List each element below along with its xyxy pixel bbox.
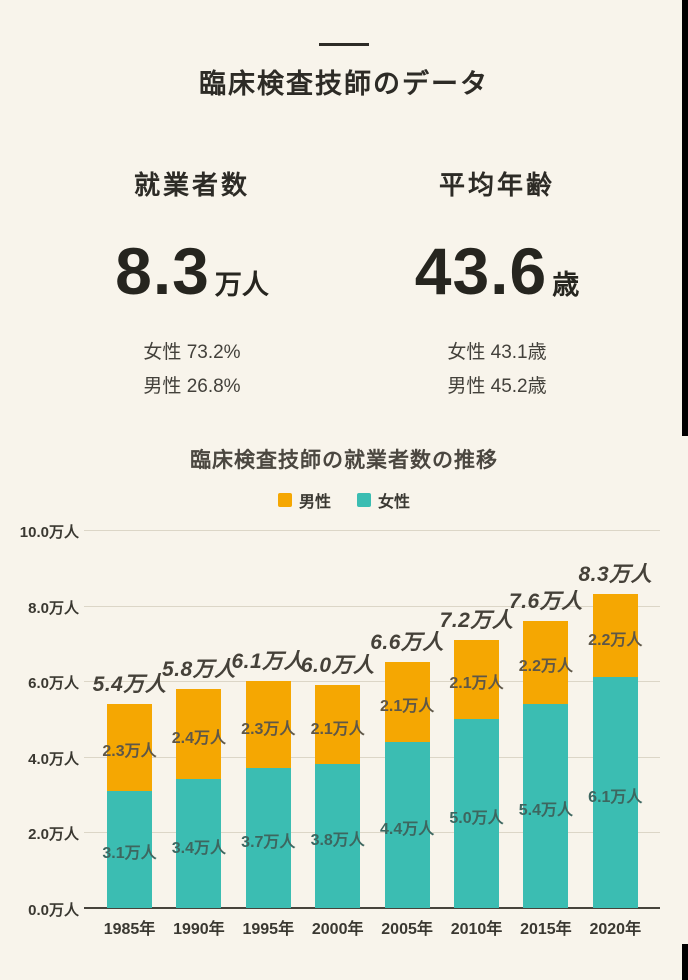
bar-segment-male — [107, 703, 152, 791]
bar-segment-male — [454, 639, 499, 719]
y-axis-tick: 4.0万人 — [28, 750, 79, 768]
bar-segment-male — [245, 681, 291, 769]
female-segment-label: 6.1万人 — [588, 788, 643, 806]
bar-segment-male — [315, 684, 361, 765]
bar-total-label: 8.3万人 — [578, 563, 653, 587]
male-segment-label: 2.1万人 — [310, 720, 365, 738]
male-segment-label: 2.1万人 — [379, 697, 435, 715]
x-axis-label: 1990年 — [173, 921, 225, 938]
x-axis-label: 2005年 — [381, 921, 433, 938]
legend-item-female: 女性 — [357, 488, 410, 512]
y-axis-tick: 2.0万人 — [28, 826, 79, 844]
chart-title: 臨床検査技師の就業者数の推移 — [190, 449, 498, 472]
bar-segment-female — [245, 768, 291, 908]
stacked-bar-chart: 10.0万人 8.0万人 6.0万人 4.0万人 2.0万人 0.0万人 3.1万人 2.3万… — [0, 515, 688, 955]
male-segment-label: 2.2万人 — [518, 658, 574, 676]
stat-age-female: 女性 43.1歳 — [447, 342, 547, 363]
gridline — [84, 530, 660, 531]
male-segment-label: 2.3万人 — [241, 720, 296, 738]
stat-age: 平均年齢 43.6 歳 女性 43.1歳 男性 45.2歳 — [357, 165, 637, 404]
page-title: 臨床検査技師のデータ — [199, 69, 489, 99]
y-axis-tick: 6.0万人 — [28, 675, 79, 693]
stat-workers-number: 8.3 — [115, 234, 210, 308]
gridline — [84, 681, 660, 683]
gridline — [84, 832, 660, 834]
bar-total-label: 6.6万人 — [370, 631, 444, 655]
male-segment-label: 2.3万人 — [102, 743, 157, 761]
bar-segment-male — [523, 620, 569, 704]
bar-segment-female — [176, 779, 222, 908]
bar-total-label: 7.6万人 — [509, 589, 583, 613]
y-axis-tick: 0.0万人 — [28, 902, 79, 919]
stat-age-label: 平均年齢 — [438, 170, 555, 200]
female-segment-label: 5.0万人 — [449, 809, 504, 827]
x-axis-label: 2020年 — [589, 921, 642, 938]
gridline — [84, 756, 660, 758]
x-axis-line — [84, 907, 660, 909]
bar-segment-female — [384, 741, 430, 908]
stat-age-male: 男性 45.2歳 — [447, 376, 547, 397]
y-axis-tick: 8.0万人 — [28, 599, 79, 617]
bar-segment-female — [315, 764, 361, 908]
male-segment-label: 2.1万人 — [449, 675, 504, 693]
stat-workers-male: 男性 26.8% — [143, 376, 241, 397]
stat-age-details: 女性 43.1歳 男性 45.2歳 — [357, 336, 637, 404]
right-edge-strip-bottom — [682, 944, 688, 980]
female-segment-label: 3.4万人 — [171, 839, 227, 857]
bar-total-label: 6.0万人 — [300, 653, 375, 677]
female-segment-label: 3.8万人 — [310, 832, 365, 850]
stat-workers-details: 女性 73.2% 男性 26.8% — [52, 336, 332, 404]
bar-segment-female — [454, 719, 499, 908]
male-segment-label: 2.2万人 — [588, 631, 643, 649]
chart-legend: 男性 女性 — [0, 488, 688, 512]
x-axis-label: 2010年 — [450, 921, 503, 938]
male-segment-label: 2.4万人 — [171, 730, 227, 748]
female-segment-label: 4.4万人 — [379, 820, 435, 838]
stat-workers-value: 8.3 万人 — [52, 228, 332, 314]
stat-workers: 就業者数 8.3 万人 女性 73.2% 男性 26.8% — [52, 165, 332, 404]
stat-age-number: 43.6 — [414, 234, 548, 308]
x-axis-label: 2000年 — [311, 921, 364, 938]
gridline — [84, 605, 660, 607]
bar-total-label: 6.1万人 — [231, 650, 306, 674]
bar-segment-female — [107, 790, 152, 908]
right-edge-strip-top — [682, 0, 688, 436]
x-axis-label: 1985年 — [103, 921, 156, 938]
bar-segment-male — [592, 594, 638, 678]
bar-total-label: 5.4万人 — [92, 672, 167, 696]
stat-workers-female: 女性 73.2% — [143, 342, 241, 363]
stat-workers-unit: 万人 — [214, 270, 269, 300]
legend-label-female: 女性 — [378, 494, 411, 511]
x-axis-label: 1995年 — [242, 921, 295, 938]
title-divider — [319, 43, 369, 46]
bar-segment-female — [592, 677, 638, 908]
stat-workers-label: 就業者数 — [133, 170, 250, 200]
female-segment-label: 5.4万人 — [518, 801, 574, 819]
male-swatch — [277, 493, 292, 507]
bar-segment-female — [523, 703, 569, 908]
stat-age-value: 43.6 歳 — [357, 228, 637, 314]
female-segment-label: 3.7万人 — [241, 834, 296, 852]
x-axis-label: 2015年 — [520, 921, 572, 938]
bar-total-label: 7.2万人 — [439, 608, 514, 632]
legend-label-male: 男性 — [298, 494, 331, 511]
bar-segment-male — [176, 688, 222, 780]
bar-segment-male — [384, 662, 430, 742]
female-segment-label: 3.1万人 — [102, 845, 157, 863]
legend-item-male: 男性 — [277, 488, 331, 512]
bar-total-label: 5.8万人 — [162, 657, 236, 681]
y-axis-tick: 10.0万人 — [19, 524, 79, 541]
stat-age-unit: 歳 — [552, 270, 580, 300]
female-swatch — [357, 493, 371, 507]
